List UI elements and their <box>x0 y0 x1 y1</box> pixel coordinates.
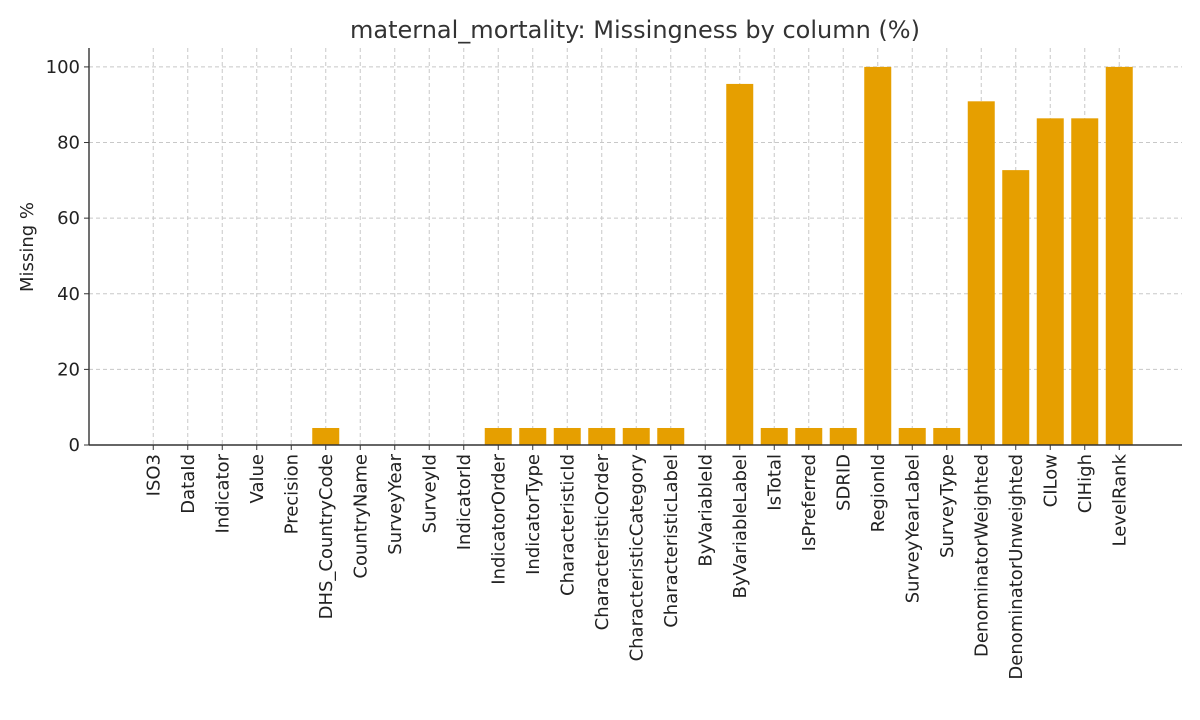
y-tick-label: 80 <box>57 133 80 154</box>
y-axis-label: Missing % <box>17 202 38 292</box>
bar-CharacteristicLabel <box>657 427 685 445</box>
x-tick-label: ISO3 <box>143 454 164 496</box>
chart-title: maternal_mortality: Missingness by colum… <box>350 16 920 44</box>
y-tick-label: 20 <box>57 359 80 380</box>
x-tick-label: SurveyYearLabel <box>902 454 923 603</box>
x-tick-label: DenominatorUnweighted <box>1006 454 1027 680</box>
x-tick-label: IndicatorType <box>523 454 544 575</box>
x-tick-label: ByVariableLabel <box>730 454 751 598</box>
x-tick-label: CountryName <box>350 454 371 579</box>
x-tick-label: SDRID <box>833 454 854 511</box>
x-tick-label: DHS_CountryCode <box>316 454 337 619</box>
x-tick-label: Value <box>247 454 268 503</box>
x-tick-label: SurveyId <box>419 454 440 533</box>
axes: 0 20 40 60 80 100 ISO3 DataId Indicator Value Prec… <box>46 48 1182 680</box>
bar-IsPreferred <box>795 427 823 445</box>
x-tick-label: CharacteristicId <box>557 454 578 596</box>
bar-CharacteristicId <box>553 427 581 445</box>
bar-SurveyType <box>933 427 961 445</box>
x-tick-label: DataId <box>178 454 199 514</box>
y-tick-label: 100 <box>46 57 80 78</box>
y-tick-label: 60 <box>57 208 80 229</box>
bar-RegionId <box>864 66 892 446</box>
bar-DenominatorWeighted <box>967 101 995 445</box>
bar-IndicatorType <box>519 427 547 445</box>
grid <box>89 48 1182 446</box>
x-tick-label: IsPreferred <box>799 454 820 551</box>
bar-SDRID <box>829 427 857 445</box>
x-tick-label: ByVariableId <box>695 454 716 567</box>
bar-CharacteristicOrder <box>588 427 616 445</box>
bar-CILow <box>1036 118 1064 445</box>
x-tick-label: IndicatorOrder <box>488 453 509 584</box>
x-tick-label: SurveyType <box>937 454 958 558</box>
bar-ByVariableLabel <box>726 83 754 446</box>
bar-DHS_CountryCode <box>312 427 340 445</box>
x-tick-label: Precision <box>281 454 302 534</box>
x-tick-label: CIHigh <box>1075 454 1096 513</box>
bar-DenominatorUnweighted <box>1002 170 1030 445</box>
x-tick-label: LevelRank <box>1109 453 1130 546</box>
x-tick-label: SurveyYear <box>385 453 406 554</box>
x-tick-label: CILow <box>1040 454 1061 507</box>
x-tick-label: CharacteristicOrder <box>592 453 613 630</box>
bar-CIHigh <box>1071 118 1099 445</box>
x-tick-label: DenominatorWeighted <box>971 454 992 657</box>
x-tick-label: IsTotal <box>764 454 785 511</box>
x-tick-label: Indicator <box>212 453 233 533</box>
y-tick-label: 0 <box>69 435 80 456</box>
bar-CharacteristicCategory <box>622 427 650 445</box>
x-tick-label: CharacteristicLabel <box>661 454 682 628</box>
x-tick-label: RegionId <box>868 454 889 532</box>
bars <box>312 66 1133 446</box>
y-tick-label: 40 <box>57 284 80 305</box>
bar-LevelRank <box>1105 66 1133 446</box>
x-tick-label: IndicatorId <box>454 454 475 550</box>
x-tick-label: CharacteristicCategory <box>626 454 647 662</box>
bar-IndicatorOrder <box>484 427 512 445</box>
bar-IsTotal <box>760 427 788 445</box>
bar-SurveyYearLabel <box>898 427 926 445</box>
